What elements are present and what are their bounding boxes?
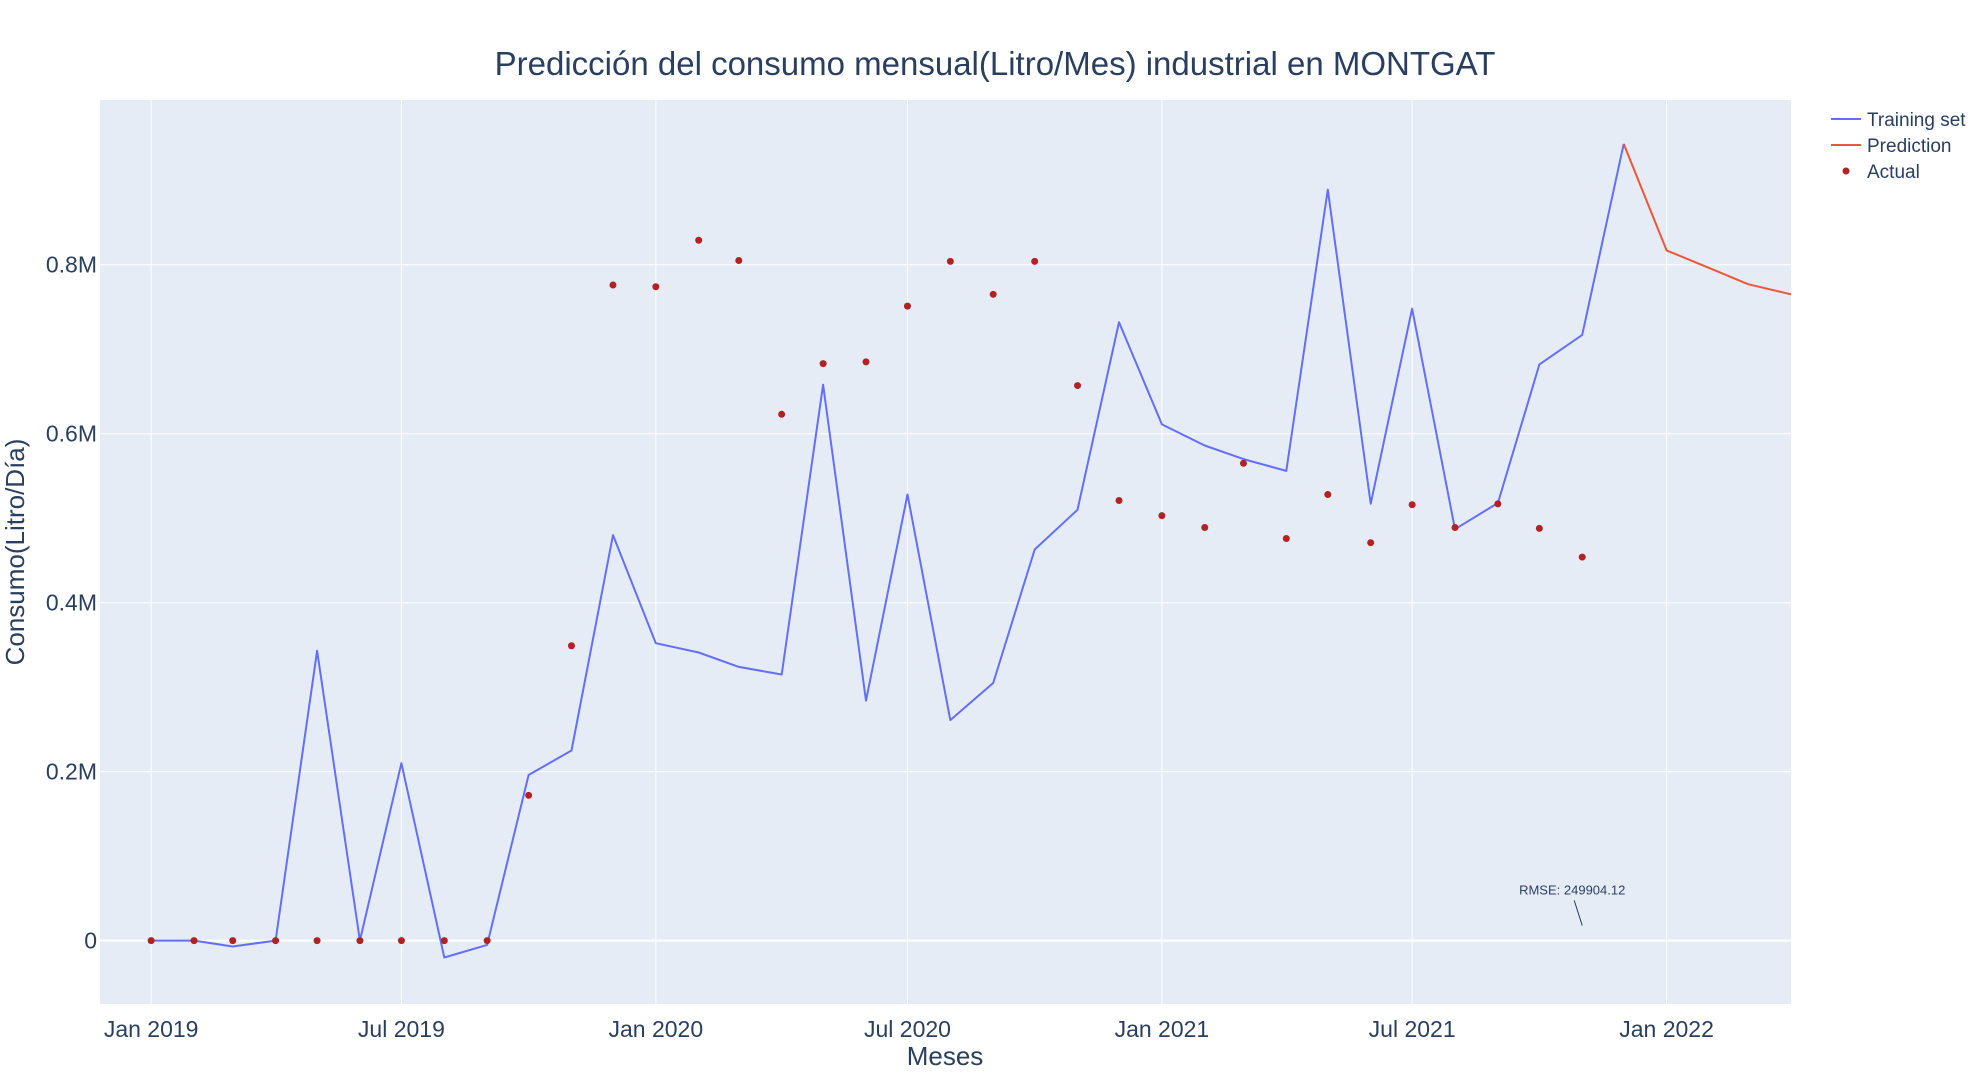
data-point xyxy=(609,281,617,289)
data-point xyxy=(1201,523,1209,531)
data-point xyxy=(862,358,870,366)
data-point xyxy=(440,937,448,945)
data-point xyxy=(567,642,575,650)
data-point xyxy=(356,937,364,945)
data-point xyxy=(652,283,660,291)
y-axis-title: Consumo(Litro/Día) xyxy=(0,439,30,666)
data-point xyxy=(272,937,280,945)
data-point xyxy=(1031,257,1039,265)
x-tick-label: Jan 2021 xyxy=(1115,1016,1210,1042)
data-point xyxy=(1535,524,1543,532)
data-point xyxy=(397,937,405,945)
chart-title: Predicción del consumo mensual(Litro/Mes… xyxy=(495,45,1496,82)
data-point xyxy=(1282,534,1290,542)
series-line xyxy=(1622,143,1792,296)
y-tick-label: 0.4M xyxy=(46,590,97,616)
data-point xyxy=(147,937,155,945)
data-point xyxy=(989,290,997,298)
x-tick-label: Jan 2019 xyxy=(104,1016,199,1042)
data-point xyxy=(819,360,827,368)
data-point xyxy=(946,257,954,265)
legend-swatch xyxy=(1842,167,1850,175)
y-tick-label: 0 xyxy=(84,928,97,954)
x-tick-label: Jul 2020 xyxy=(864,1016,951,1042)
legend-label: Actual xyxy=(1867,162,1920,183)
x-axis-title: Meses xyxy=(907,1041,984,1071)
y-axis-ticks: 0 0.2M 0.4M 0.6M 0.8M xyxy=(46,252,97,954)
annotation-text: RMSE: 249904.12 xyxy=(1519,882,1625,897)
data-point xyxy=(1494,500,1502,508)
y-tick-label: 0.8M xyxy=(46,252,97,278)
x-tick-label: Jan 2020 xyxy=(609,1016,704,1042)
legend-item[interactable]: Actual xyxy=(1842,162,1920,183)
y-tick-label: 0.2M xyxy=(46,759,97,785)
data-point xyxy=(903,302,911,310)
series-layer xyxy=(147,143,1792,959)
data-point xyxy=(1324,491,1332,499)
data-point xyxy=(695,236,703,244)
data-point xyxy=(1408,501,1416,509)
series-training-set xyxy=(151,143,1625,959)
x-tick-label: Jul 2019 xyxy=(358,1016,445,1042)
legend-label: Prediction xyxy=(1867,136,1952,157)
x-tick-label: Jan 2022 xyxy=(1619,1016,1714,1042)
annotation-arrow xyxy=(1573,900,1583,926)
data-point xyxy=(1158,512,1166,520)
y-tick-label: 0.6M xyxy=(46,421,97,447)
x-axis-ticks: Jan 2019 Jul 2019 Jan 2020 Jul 2020 Jan 2021… xyxy=(104,1016,1714,1042)
data-point xyxy=(1074,382,1082,390)
legend-label: Training set xyxy=(1867,110,1966,131)
series-prediction xyxy=(1622,143,1792,296)
data-point xyxy=(1578,553,1586,561)
legend-item[interactable]: Training set xyxy=(1831,110,1966,131)
data-point xyxy=(1367,539,1375,547)
data-point xyxy=(190,937,198,945)
data-point xyxy=(1239,459,1247,467)
data-point xyxy=(735,257,743,265)
legend-item[interactable]: Prediction xyxy=(1831,136,1952,157)
y-gridlines xyxy=(100,264,1791,942)
series-actual xyxy=(147,236,1586,945)
data-point xyxy=(313,937,321,945)
data-point xyxy=(525,791,533,799)
data-point xyxy=(1451,523,1459,531)
data-point xyxy=(778,410,786,418)
data-point xyxy=(483,937,491,945)
x-tick-label: Jul 2021 xyxy=(1369,1016,1456,1042)
annotation-layer: RMSE: 249904.12 xyxy=(1519,882,1625,926)
legend[interactable]: Training set Prediction Actual xyxy=(1831,110,1966,183)
series-line xyxy=(151,143,1625,959)
data-point xyxy=(1115,496,1123,504)
data-point xyxy=(229,937,237,945)
plot-background xyxy=(100,100,1791,1004)
